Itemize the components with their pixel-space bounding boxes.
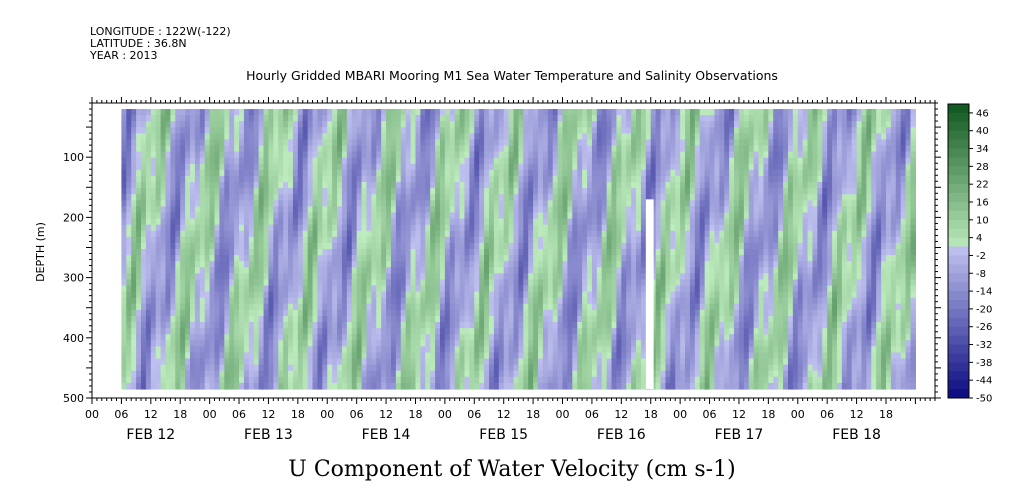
x-hour-tick-label: 06 bbox=[703, 408, 717, 421]
x-hour-tick-label: 12 bbox=[614, 408, 628, 421]
colorbar-label: 10 bbox=[976, 215, 989, 226]
colorbar-label: 46 bbox=[976, 108, 989, 119]
y-tick-label: 500 bbox=[63, 392, 84, 405]
y-tick-label: 400 bbox=[63, 332, 84, 345]
x-day-label: FEB 13 bbox=[244, 427, 293, 443]
x-hour-tick-label: 00 bbox=[438, 408, 452, 421]
x-hour-tick-label: 18 bbox=[761, 408, 775, 421]
y-axis-label: DEPTH (m) bbox=[34, 222, 47, 282]
x-axis-label: U Component of Water Velocity (cm s-1) bbox=[288, 457, 735, 482]
colorbar-label: 28 bbox=[976, 162, 989, 173]
heatmap-field bbox=[121, 109, 916, 390]
colorbar-label: -32 bbox=[976, 340, 992, 351]
x-hour-tick-label: 18 bbox=[879, 408, 893, 421]
x-day-label: FEB 16 bbox=[597, 427, 646, 443]
x-hour-tick-label: 18 bbox=[173, 408, 187, 421]
colorbar-label: 40 bbox=[976, 126, 989, 137]
x-hour-tick-label: 12 bbox=[144, 408, 158, 421]
colorbar-label: -38 bbox=[976, 358, 992, 369]
header-latitude: LATITUDE : 36.8N bbox=[90, 37, 187, 50]
y-tick-label: 300 bbox=[63, 272, 84, 285]
x-day-label: FEB 15 bbox=[479, 427, 528, 443]
header-longitude: LONGITUDE : 122W(-122) bbox=[90, 25, 231, 38]
x-hour-tick-label: 12 bbox=[497, 408, 511, 421]
x-hour-tick-label: 00 bbox=[791, 408, 805, 421]
colorbar-label: 34 bbox=[976, 144, 989, 155]
x-hour-tick-label: 00 bbox=[320, 408, 334, 421]
x-hour-tick-label: 06 bbox=[820, 408, 834, 421]
header-year: YEAR : 2013 bbox=[89, 49, 158, 62]
x-hour-tick-label: 06 bbox=[350, 408, 364, 421]
x-hour-tick-label: 18 bbox=[408, 408, 422, 421]
chart-title: Hourly Gridded MBARI Mooring M1 Sea Wate… bbox=[246, 68, 778, 83]
x-hour-tick-label: 00 bbox=[85, 408, 99, 421]
x-hour-tick-label: 00 bbox=[673, 408, 687, 421]
x-day-label: FEB 17 bbox=[715, 427, 764, 443]
x-hour-tick-label: 00 bbox=[556, 408, 570, 421]
x-hour-tick-label: 12 bbox=[732, 408, 746, 421]
x-hour-tick-label: 12 bbox=[850, 408, 864, 421]
x-hour-tick-label: 06 bbox=[114, 408, 128, 421]
axes: 00 06 12 18 00 06 12 18 00 06 12 18 00 06 12 18 00 06 12 18… bbox=[63, 97, 941, 443]
colorbar: 46 40 34 28 22 16 10 4 -2 -8 -14 -20 -26 -32 -38 -44 -50 bbox=[947, 103, 992, 405]
colorbar-label: 16 bbox=[976, 198, 989, 209]
x-hour-tick-label: 18 bbox=[526, 408, 540, 421]
x-hour-tick-label: 18 bbox=[644, 408, 658, 421]
colorbar-label: 22 bbox=[976, 180, 989, 191]
x-hour-tick-label: 06 bbox=[585, 408, 599, 421]
x-hour-tick-label: 06 bbox=[232, 408, 246, 421]
y-tick-label: 100 bbox=[63, 151, 84, 164]
x-hour-tick-label: 12 bbox=[379, 408, 393, 421]
colorbar-label: -14 bbox=[976, 287, 992, 298]
x-day-label: FEB 14 bbox=[362, 427, 411, 443]
colorbar-label: 4 bbox=[976, 233, 982, 244]
x-hour-tick-label: 12 bbox=[261, 408, 275, 421]
x-day-label: FEB 18 bbox=[832, 427, 881, 443]
colorbar-label: -8 bbox=[976, 269, 986, 280]
x-hour-tick-label: 18 bbox=[291, 408, 305, 421]
x-day-label: FEB 12 bbox=[126, 427, 175, 443]
x-hour-tick-label: 06 bbox=[467, 408, 481, 421]
x-hour-tick-label: 00 bbox=[203, 408, 217, 421]
colorbar-label: -2 bbox=[976, 251, 986, 262]
colorbar-label: -50 bbox=[976, 394, 992, 405]
y-tick-label: 200 bbox=[63, 211, 84, 224]
colorbar-label: -20 bbox=[976, 304, 992, 315]
colorbar-label: -44 bbox=[976, 376, 992, 387]
colorbar-label: -26 bbox=[976, 322, 992, 333]
